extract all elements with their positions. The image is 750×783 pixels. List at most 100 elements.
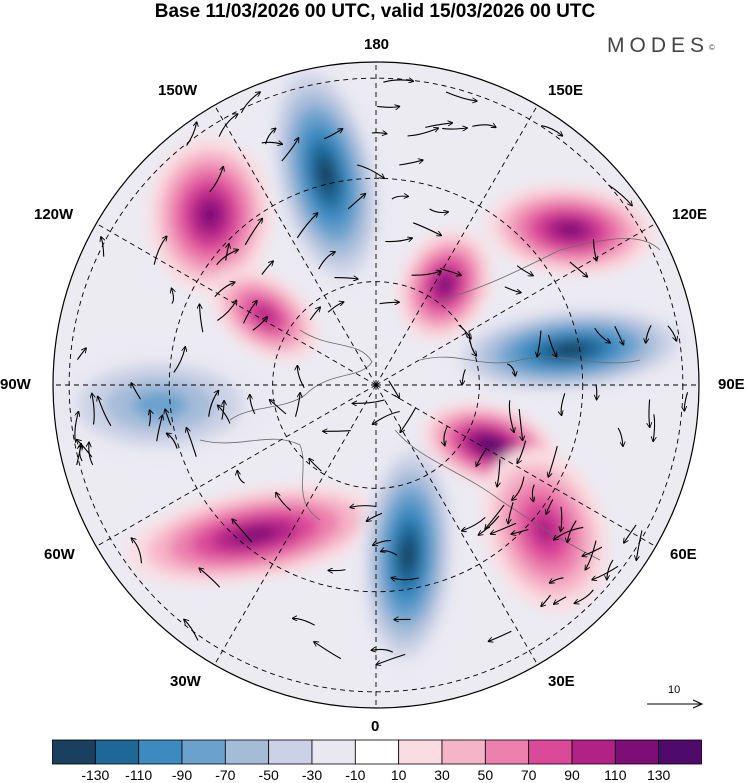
wind-streamline	[153, 237, 166, 265]
wind-streamline	[667, 325, 677, 341]
lon-label-90w: 90W	[0, 376, 31, 393]
colorbar-tick: -30	[301, 767, 323, 783]
wind-streamline	[512, 476, 525, 500]
wind-streamline	[554, 596, 567, 604]
wind-streamline	[281, 138, 299, 162]
wind-streamline	[548, 445, 558, 477]
wind-streamline	[314, 642, 342, 660]
wind-streamline	[318, 252, 335, 270]
wind-streamline	[261, 261, 273, 275]
colorbar-tick: -10	[345, 767, 366, 783]
wind-streamline	[270, 400, 287, 415]
wind-streamline	[216, 250, 238, 266]
wind-streamline	[569, 261, 587, 277]
coastline-europe	[394, 429, 601, 561]
wind-streamline	[593, 239, 596, 260]
yakutia-high-band	[437, 275, 453, 295]
colorbar-tick: 50	[477, 767, 494, 783]
wind-streamline	[294, 393, 301, 417]
wind-streamline	[561, 506, 562, 531]
atlantic-high-anomaly	[126, 485, 384, 585]
reference-vector-label: 10	[668, 684, 681, 696]
modes-logo-text: MODES	[607, 34, 710, 57]
wind-streamline	[323, 129, 342, 140]
wind-streamline	[373, 540, 392, 546]
siberia-low-anomaly	[445, 303, 695, 397]
wind-streamline	[353, 399, 385, 404]
wind-streamline	[379, 302, 399, 304]
wind-streamline	[293, 618, 315, 626]
colorbar-tick: -130	[81, 767, 110, 783]
wind-streamline	[614, 326, 624, 344]
modes-logo: MODES©	[607, 34, 715, 58]
wind-streamline	[617, 427, 623, 446]
wind-streamline	[429, 208, 448, 212]
colorbar-tick: -70	[215, 767, 236, 783]
wind-streamline	[149, 411, 150, 427]
wind-streamline	[554, 526, 584, 539]
wind-streamline	[547, 334, 557, 357]
alaska-high-band	[199, 202, 221, 228]
pacific-low-anomaly	[266, 62, 386, 293]
wind-streamline	[550, 577, 564, 583]
wind-streamline	[356, 164, 384, 178]
wind-streamline	[77, 440, 93, 458]
latitude-circle	[168, 177, 584, 593]
wind-streamline	[367, 512, 383, 521]
wind-streamline	[297, 366, 305, 388]
wind-streamline	[208, 391, 219, 417]
map-title: Base 11/03/2026 00 UTC, valid 15/03/2026…	[154, 1, 596, 22]
wind-streamline	[497, 459, 500, 486]
colorbar-tick: 130	[646, 767, 671, 783]
wind-streamline	[309, 459, 322, 472]
wind-streamline	[347, 194, 365, 210]
wind-streamline	[132, 538, 143, 564]
russia-high-band	[532, 513, 558, 547]
colorbar-tick: -90	[171, 767, 193, 783]
coastline-canada	[229, 329, 373, 421]
wind-streamline	[607, 559, 614, 579]
colorbar-segment	[52, 739, 96, 765]
wind-streamline	[74, 412, 79, 443]
colorbar-tick: 90	[564, 767, 580, 783]
colorbar-segment	[528, 739, 573, 765]
wind-streamline	[413, 222, 441, 236]
wind-streamline	[575, 589, 594, 603]
colorbar-segment	[658, 739, 702, 765]
lon-label-0: 0	[371, 718, 380, 735]
coastline-siberia	[439, 238, 661, 301]
wind-streamline	[537, 330, 542, 357]
wind-streamline	[334, 278, 358, 279]
lon-label-150w: 150W	[158, 82, 198, 99]
wind-streamline	[442, 128, 467, 129]
colorbar-segment	[398, 739, 443, 765]
lon-label-120w: 120W	[34, 206, 74, 223]
wind-streamline	[373, 410, 400, 425]
wind-streamline	[89, 443, 94, 466]
wind-streamline	[472, 125, 495, 127]
wind-streamline	[243, 301, 257, 324]
colorbar-segment	[94, 739, 140, 765]
wind-streamline	[383, 80, 413, 82]
wind-streamline	[636, 530, 643, 559]
coastline-arctic-russia	[419, 356, 641, 364]
colorbar-segment	[138, 739, 183, 765]
wind-streamline	[561, 393, 566, 415]
wind-streamline	[517, 440, 527, 463]
wind-streamline	[184, 620, 199, 641]
wind-streamline	[167, 434, 178, 449]
wind-streamline	[516, 265, 533, 276]
lon-label-30e: 30E	[548, 673, 575, 690]
wind-streamline	[583, 546, 603, 556]
wind-streamline	[327, 302, 343, 313]
wind-streamline	[646, 325, 652, 342]
map-boundary	[52, 61, 700, 709]
wind-streamline	[407, 128, 438, 137]
wind-streamline	[309, 307, 320, 321]
wind-streamline	[512, 528, 529, 535]
wind-streamline	[186, 122, 197, 146]
colorbar-segment	[484, 739, 530, 765]
east-siberia-high-anomaly	[485, 184, 655, 276]
hudson-low-band	[132, 391, 188, 419]
wind-streamline	[392, 578, 420, 580]
